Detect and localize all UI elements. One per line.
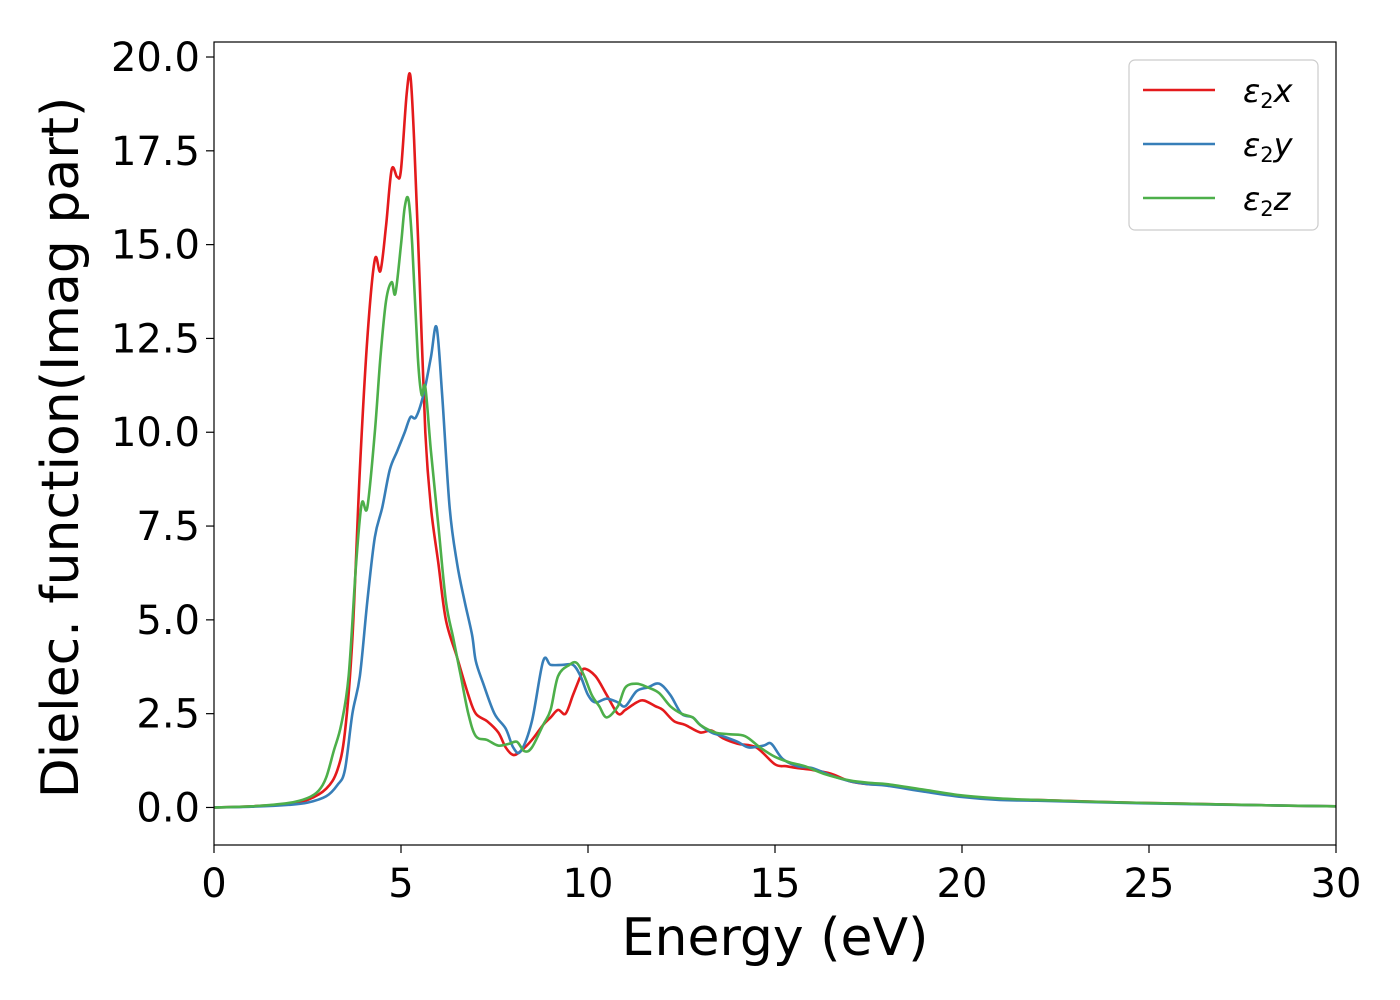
x-tick-label: 0 <box>201 861 226 907</box>
x-tick-label: 25 <box>1124 861 1175 907</box>
y-tick-label: 20.0 <box>111 35 200 81</box>
y-tick-label: 17.5 <box>111 129 200 175</box>
series-line-z <box>214 195 1336 809</box>
series-line-y <box>214 324 1336 809</box>
y-tick-label: 2.5 <box>136 692 200 738</box>
x-tick-label: 30 <box>1311 861 1362 907</box>
y-tick-label: 5.0 <box>136 598 200 644</box>
legend: ε2x ε2y ε2z <box>1128 59 1319 231</box>
x-tick-label: 10 <box>563 861 614 907</box>
y-tick-label: 7.5 <box>136 504 200 550</box>
y-tick-label: 0.0 <box>136 785 200 831</box>
x-tick-label: 15 <box>750 861 801 907</box>
y-tick-label: 15.0 <box>111 223 200 269</box>
series-layer <box>214 72 1336 809</box>
legend-label-x: ε2x <box>1243 72 1294 113</box>
y-axis-label: Dielec. function(Imag part) <box>31 97 91 799</box>
y-tick-label: 12.5 <box>111 316 200 362</box>
ticks-layer: 0 5 10 15 20 25 30 0.0 2.5 5.0 7.5 10.0 12.5 15.0 17.5… <box>111 35 1362 907</box>
x-axis-label: Energy (eV) <box>622 908 929 968</box>
y-tick-label: 10.0 <box>111 410 200 456</box>
x-tick-label: 5 <box>388 861 413 907</box>
x-tick-label: 20 <box>937 861 988 907</box>
legend-box <box>1128 59 1319 231</box>
legend-label-z: ε2z <box>1243 180 1292 221</box>
legend-label-y: ε2y <box>1243 126 1294 167</box>
